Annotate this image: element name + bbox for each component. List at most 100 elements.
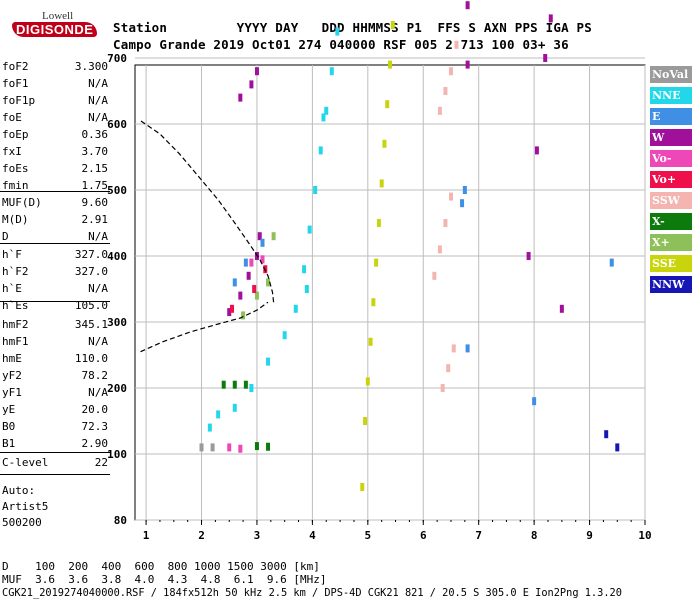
- digisonde-logo: Lowell DIGISONDE: [4, 6, 102, 46]
- echo-point: [465, 1, 470, 10]
- echo-point: [454, 40, 459, 49]
- echo-point: [313, 186, 318, 194]
- echo-point: [462, 186, 467, 194]
- echo-point: [302, 265, 307, 274]
- param-separator: [0, 474, 110, 475]
- echo-point: [451, 344, 456, 353]
- echo-point: [232, 278, 237, 287]
- param-name: M(D): [2, 213, 29, 226]
- y-tick-label: 500: [107, 184, 127, 197]
- param-name: foE: [2, 111, 22, 124]
- legend-item: W: [650, 129, 692, 146]
- echo-point: [318, 146, 323, 155]
- param-value: N/A: [88, 386, 108, 399]
- param-row: foF1 N/A: [2, 77, 108, 94]
- echo-point: [388, 60, 392, 69]
- echo-point: [360, 483, 365, 491]
- y-tick-label: 100: [107, 448, 127, 461]
- param-value: 78.2: [81, 369, 109, 382]
- param-name: foF1p: [2, 94, 36, 107]
- param-value: N/A: [88, 335, 108, 348]
- param-value: N/A: [88, 94, 108, 107]
- echo-point: [249, 80, 254, 89]
- y-tick-label: 80: [114, 514, 127, 527]
- legend-item: Vo+: [650, 171, 692, 188]
- param-name: h`E: [2, 282, 22, 295]
- param-row: fmin 1.75: [2, 179, 108, 196]
- echo-point: [437, 245, 442, 254]
- param-row: B1 2.90: [2, 437, 108, 454]
- param-separator: [0, 243, 110, 244]
- echo-point: [324, 106, 329, 115]
- param-value: 72.3: [81, 420, 109, 433]
- logo-line1: Lowell: [42, 10, 74, 22]
- header-row1: Station YYYY DAY DDD HHMMSS P1 FFS S AXN…: [113, 20, 592, 35]
- echo-point: [243, 380, 248, 389]
- echo-point: [371, 298, 376, 307]
- echo-point: [604, 430, 609, 439]
- echo-point: [390, 21, 395, 29]
- param-value: 3.70: [81, 145, 109, 158]
- param-value: 105.0: [74, 299, 108, 312]
- param-value: N/A: [88, 111, 108, 124]
- param-value: 22: [94, 456, 108, 469]
- param-row: hmF1 N/A: [2, 335, 108, 352]
- param-name: MUF(D): [2, 196, 42, 209]
- param-row: foEs 2.15: [2, 162, 108, 179]
- echo-point: [249, 258, 254, 267]
- echo-point: [254, 291, 259, 300]
- param-row: B0 72.3: [2, 420, 108, 437]
- param-row: foF1p N/A: [2, 94, 108, 111]
- legend-item: NoVal: [650, 66, 692, 83]
- autoscale-label: Auto:: [2, 484, 36, 497]
- param-name: foEs: [2, 162, 29, 175]
- echo-point: [246, 271, 251, 280]
- y-tick-label: 600: [107, 118, 127, 131]
- param-name: hmE: [2, 352, 22, 365]
- param-value: 3.300: [74, 60, 108, 73]
- param-name: B1: [2, 437, 16, 450]
- param-value: 1.75: [81, 179, 109, 192]
- echo-point: [443, 219, 448, 227]
- param-value: 0.36: [81, 128, 109, 141]
- echo-point: [207, 423, 212, 432]
- echo-point: [335, 27, 340, 36]
- echo-point: [532, 397, 537, 406]
- y-tick-label: 200: [107, 382, 127, 395]
- param-separator: [0, 301, 110, 302]
- echo-point: [254, 67, 259, 76]
- x-tick-label: 3: [254, 529, 261, 542]
- legend-item: SSW: [650, 192, 692, 209]
- param-value: 345.1: [74, 318, 108, 331]
- param-row: foE N/A: [2, 111, 108, 128]
- param-row: C-level 22: [2, 456, 108, 473]
- param-value: N/A: [88, 230, 108, 243]
- echo-point: [321, 113, 326, 122]
- footer-muf-row: MUF 3.6 3.6 3.8 4.0 4.3 4.8 6.1 9.6 [MHz…: [2, 573, 327, 586]
- legend-item: SSE: [650, 255, 692, 272]
- echo-point: [465, 344, 470, 353]
- param-row: yF2 78.2: [2, 369, 108, 386]
- param-name: h`F2: [2, 265, 29, 278]
- echo-point: [437, 106, 442, 115]
- param-name: h`F: [2, 248, 22, 261]
- echo-point: [329, 67, 334, 76]
- echo-point: [266, 442, 271, 451]
- echo-point: [260, 255, 265, 264]
- echo-point: [249, 384, 254, 392]
- param-value: N/A: [88, 282, 108, 295]
- y-tick-label: 700: [107, 52, 127, 65]
- echo-point: [559, 304, 564, 313]
- echo-point: [379, 179, 384, 188]
- param-name: fmin: [2, 179, 29, 192]
- footer-info: CGK21_2019274040000.RSF / 184fx512h 50 k…: [2, 587, 622, 599]
- legend-item: NNW: [650, 276, 692, 293]
- x-tick-label: 10: [638, 529, 651, 542]
- param-value: 20.0: [81, 403, 109, 416]
- echo-point: [443, 87, 448, 95]
- param-name: yF1: [2, 386, 22, 399]
- echo-point: [382, 139, 387, 148]
- param-row: hmF2 345.1: [2, 318, 108, 335]
- autoscale-code: 500200: [2, 516, 42, 529]
- echo-point: [260, 238, 265, 247]
